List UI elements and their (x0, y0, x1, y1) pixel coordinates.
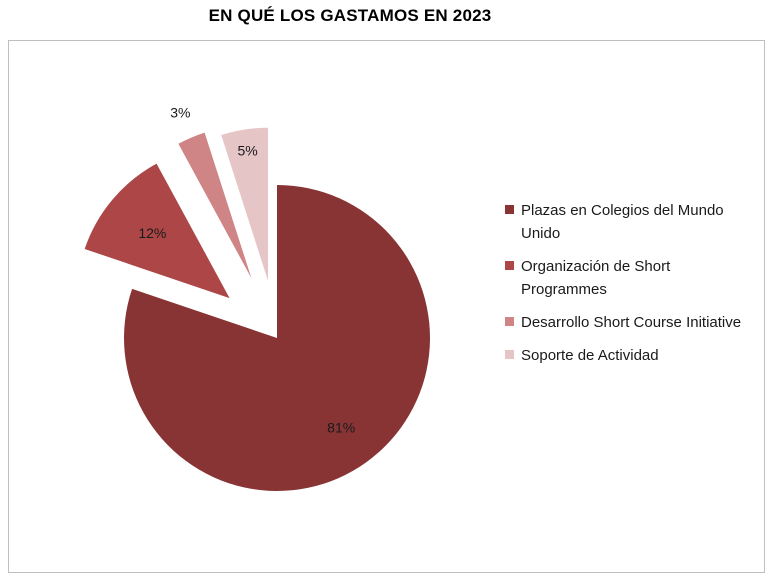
slice-label: 12% (138, 225, 166, 241)
pie-slice (178, 132, 252, 279)
legend-label: Plazas en Colegios del Mundo Unido (521, 202, 724, 242)
slice-label: 5% (238, 143, 258, 159)
pie-slice (123, 185, 431, 491)
legend-swatch (505, 350, 514, 359)
legend-label: Desarrollo Short Course Initiative (521, 314, 742, 331)
legend-swatch (505, 205, 514, 214)
legend-item-short-programmes: Organización de Short Programmes (505, 255, 760, 301)
legend-swatch (505, 261, 514, 270)
chart-title: EN QUÉ LOS GASTAMOS EN 2023 (208, 6, 492, 25)
legend-swatch (505, 317, 514, 326)
legend-item-plazas: Plazas en Colegios del Mundo Unido (505, 199, 760, 245)
pie-slice (84, 163, 230, 299)
legend-label: Soporte de Actividad (521, 347, 659, 364)
pie-slice (221, 127, 269, 281)
legend-label: Organización de Short Programmes (521, 258, 671, 298)
slice-label: 81% (327, 420, 355, 436)
legend-item-short-course: Desarrollo Short Course Initiative (505, 311, 760, 334)
slice-label: 3% (170, 104, 190, 120)
legend: Plazas en Colegios del Mundo Unido Organ… (505, 199, 760, 377)
legend-item-soporte: Soporte de Actividad (505, 344, 760, 367)
